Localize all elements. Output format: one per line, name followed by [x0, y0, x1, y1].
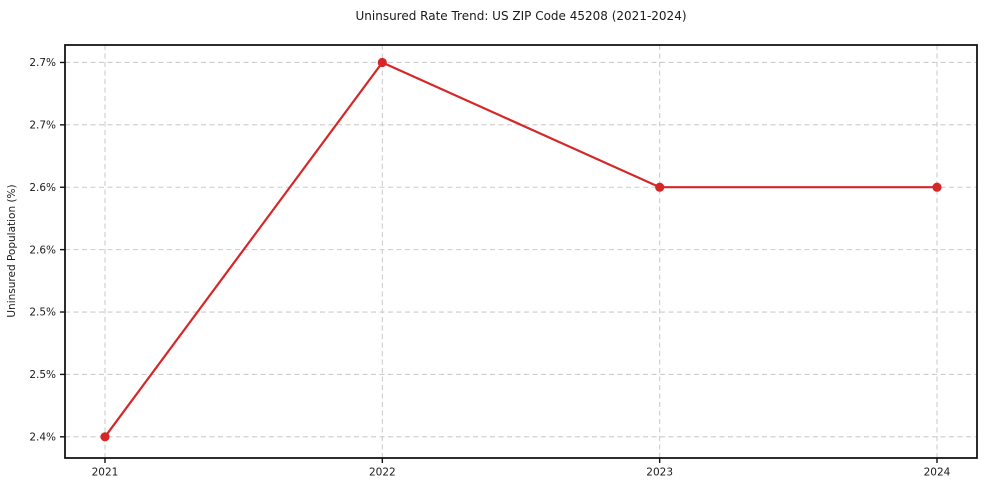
y-axis-tick-label: 2.7% — [29, 120, 56, 132]
x-axis-tick-label: 2023 — [646, 467, 673, 479]
chart-title: Uninsured Rate Trend: US ZIP Code 45208 … — [355, 9, 686, 23]
y-axis-tick-label: 2.7% — [29, 57, 56, 69]
data-point-2021 — [100, 432, 110, 442]
y-axis-tick-label: 2.5% — [29, 307, 56, 319]
plot-frame — [64, 44, 978, 459]
x-axis: 2021 2022 2023 2024 — [92, 458, 951, 479]
x-axis-tick-label: 2022 — [369, 467, 396, 479]
y-axis-tick-label: 2.5% — [29, 369, 56, 381]
y-axis-tick-label: 2.6% — [29, 182, 56, 194]
plot-area: 2.4% 2.5% 2.5% 2.6% 2.6% 2.7% 2.7% 2021 2022 2023… — [29, 44, 978, 479]
gridlines — [65, 45, 977, 458]
y-axis-label: Uninsured Population (%) — [6, 184, 18, 317]
data-point-2024 — [932, 182, 942, 192]
y-axis-tick-label: 2.6% — [29, 244, 56, 256]
x-axis-tick-label: 2024 — [924, 467, 951, 479]
y-axis-tick-label: 2.4% — [29, 431, 56, 443]
data-point-2022 — [377, 57, 387, 68]
x-axis-tick-label: 2021 — [92, 467, 119, 479]
data-point-2023 — [655, 182, 665, 192]
trend-line — [103, 61, 939, 438]
y-axis: 2.4% 2.5% 2.5% 2.6% 2.6% 2.7% 2.7% — [29, 57, 65, 443]
